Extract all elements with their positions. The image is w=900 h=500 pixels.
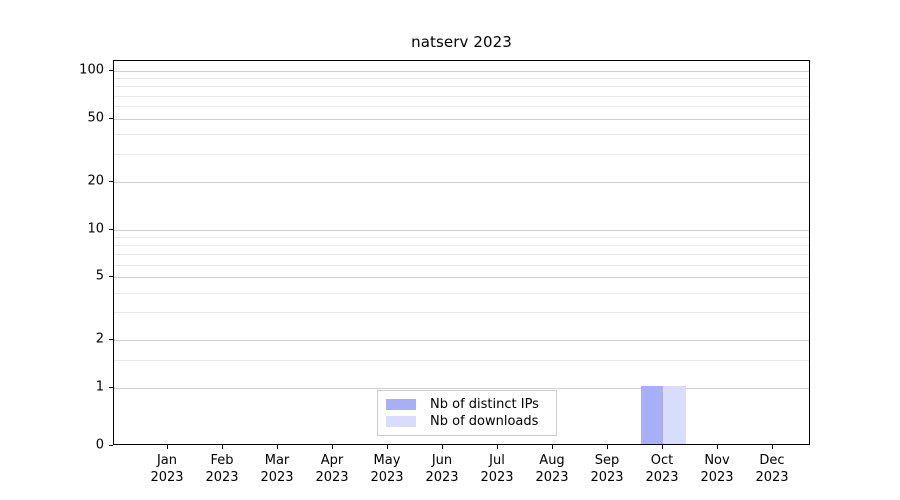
- x-axis-tick: [442, 445, 444, 449]
- x-axis-tick: [167, 445, 169, 449]
- y-axis-tick: [109, 276, 113, 278]
- gridline-minor: [114, 292, 809, 294]
- x-axis-tick-label-month: Mar: [264, 453, 290, 468]
- x-axis-tick: [772, 445, 774, 449]
- x-axis-tick-label: May 2023: [347, 452, 427, 486]
- y-axis-tick-label: 100: [79, 62, 104, 78]
- x-axis-tick-label: Sep 2023: [567, 452, 647, 486]
- x-axis-tick: [277, 445, 279, 449]
- legend-item: Nb of downloads: [386, 413, 549, 430]
- y-axis-tick: [109, 117, 113, 119]
- gridline-minor: [114, 254, 809, 256]
- gridline-minor: [114, 236, 809, 238]
- x-axis-tick: [607, 445, 609, 449]
- chart-title: natserv 2023: [411, 33, 512, 51]
- x-axis-tick-label-year: 2023: [315, 470, 349, 485]
- x-axis-tick-label-month: Apr: [320, 453, 344, 468]
- x-axis-tick-label-year: 2023: [205, 470, 239, 485]
- x-axis-tick-label: Dec 2023: [732, 452, 812, 486]
- gridline-major: [114, 277, 809, 279]
- x-axis-tick-label-year: 2023: [535, 470, 569, 485]
- x-axis-tick-label-year: 2023: [480, 470, 514, 485]
- x-axis-tick: [332, 445, 334, 449]
- x-axis-tick: [662, 445, 664, 449]
- legend-swatch: [386, 416, 416, 427]
- plot-area: [113, 60, 810, 445]
- y-axis-tick-label: 50: [87, 110, 104, 126]
- x-axis-tick-label-month: Sep: [594, 453, 620, 468]
- x-axis-tick-label-year: 2023: [755, 470, 789, 485]
- x-axis-tick-label-month: Dec: [759, 453, 785, 468]
- y-axis-tick: [109, 70, 113, 72]
- gridline-major: [114, 71, 809, 72]
- x-axis-tick-label: Feb 2023: [182, 452, 262, 486]
- x-axis-tick-label-year: 2023: [370, 470, 404, 485]
- gridline-minor: [114, 78, 809, 80]
- y-axis-tick-label: 0: [95, 437, 104, 453]
- x-axis-tick-label-month: Jan: [156, 453, 178, 468]
- x-axis-tick: [497, 445, 499, 449]
- x-axis-tick: [552, 445, 554, 449]
- y-axis-tick-label: 5: [95, 268, 104, 284]
- gridline-minor: [114, 134, 809, 136]
- bar: [663, 386, 686, 444]
- chart-legend: Nb of distinct IPs Nb of downloads: [377, 390, 557, 436]
- x-axis-tick: [387, 445, 389, 449]
- gridline-minor: [114, 244, 809, 246]
- gridline-major: [114, 181, 809, 183]
- x-axis-tick-label-year: 2023: [700, 470, 734, 485]
- y-axis-tick: [109, 387, 113, 389]
- y-axis-tick-label: 1: [95, 379, 104, 395]
- legend-swatch: [386, 399, 416, 410]
- gridline-minor: [114, 106, 809, 108]
- x-axis-tick-label-year: 2023: [260, 470, 294, 485]
- gridline-major: [114, 388, 809, 389]
- x-axis-tick-label: Jul 2023: [457, 452, 537, 486]
- legend-label: Nb of downloads: [430, 414, 539, 429]
- x-axis-tick-label: Jan 2023: [127, 452, 207, 486]
- bar: [640, 386, 663, 444]
- x-axis-tick-label-year: 2023: [645, 470, 679, 485]
- x-axis-tick-label-month: Oct: [650, 453, 674, 468]
- y-axis-tick: [109, 339, 113, 341]
- x-axis-tick-label: Jun 2023: [402, 452, 482, 486]
- gridline-minor: [114, 360, 809, 362]
- x-axis-tick-label: Oct 2023: [622, 452, 702, 486]
- gridline-major: [114, 118, 809, 120]
- gridline-minor: [114, 312, 809, 314]
- gridline-minor: [114, 153, 809, 155]
- y-axis-tick-label: 20: [87, 173, 104, 189]
- x-axis-tick-label: Aug 2023: [512, 452, 592, 486]
- x-axis-tick-label-month: Jun: [431, 453, 453, 468]
- x-axis-tick-label-year: 2023: [590, 470, 624, 485]
- x-axis-tick-label-month: Aug: [539, 453, 565, 468]
- x-axis-tick-label-year: 2023: [425, 470, 459, 485]
- gridline-minor: [114, 95, 809, 97]
- gridline-minor: [114, 86, 809, 88]
- x-axis-tick-label-year: 2023: [150, 470, 184, 485]
- x-axis-tick: [222, 445, 224, 449]
- gridline-major: [114, 340, 809, 342]
- gridline-major: [114, 229, 809, 231]
- x-axis-tick-label-month: Jul: [489, 453, 505, 468]
- gridline-minor: [114, 264, 809, 266]
- x-axis-tick-label-month: Nov: [704, 453, 730, 468]
- y-axis-tick: [109, 228, 113, 230]
- y-axis-tick-labels: 0 1 2 5 10 20 50 100: [0, 0, 104, 500]
- x-axis-tick-label: Apr 2023: [292, 452, 372, 486]
- x-axis-tick-label-month: May: [373, 453, 401, 468]
- x-axis-tick-label: Mar 2023: [237, 452, 317, 486]
- x-axis-tick: [717, 445, 719, 449]
- y-axis-tick-label: 2: [95, 331, 104, 347]
- legend-label: Nb of distinct IPs: [430, 397, 539, 412]
- x-axis-tick-label-month: Feb: [210, 453, 234, 468]
- y-axis-tick: [109, 180, 113, 182]
- x-axis-tick-label: Nov 2023: [677, 452, 757, 486]
- y-axis-tick: [109, 445, 113, 447]
- legend-item: Nb of distinct IPs: [386, 396, 549, 413]
- y-axis-tick-label: 10: [87, 221, 104, 236]
